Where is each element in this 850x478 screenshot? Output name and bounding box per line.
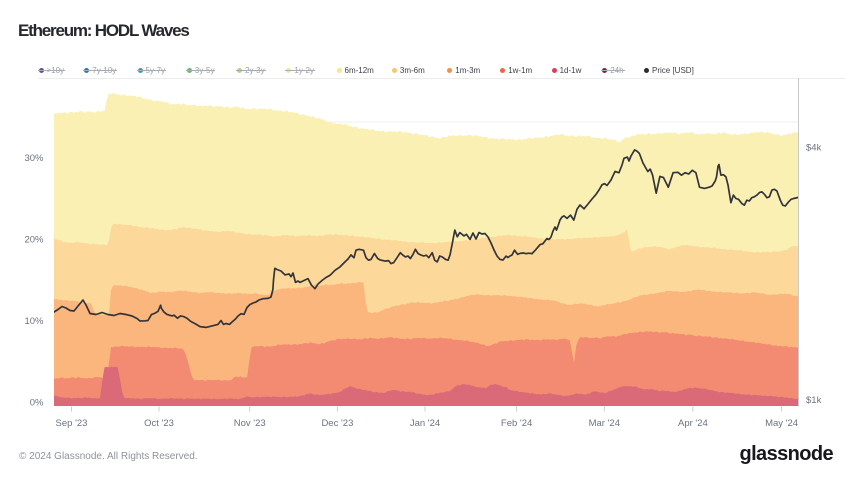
svg-text:Oct '23: Oct '23 xyxy=(144,418,174,429)
svg-text:10%: 10% xyxy=(24,316,44,327)
svg-text:Nov '23: Nov '23 xyxy=(234,418,266,429)
svg-text:20%: 20% xyxy=(24,235,44,246)
svg-text:$1k: $1k xyxy=(806,395,822,406)
svg-text:Jan '24: Jan '24 xyxy=(410,418,440,429)
svg-text:Dec '23: Dec '23 xyxy=(321,418,353,429)
svg-text:$4k: $4k xyxy=(806,143,822,154)
svg-text:Sep '23: Sep '23 xyxy=(56,418,88,429)
svg-text:0%: 0% xyxy=(30,398,44,409)
svg-text:Apr '24: Apr '24 xyxy=(678,418,708,429)
svg-text:Feb '24: Feb '24 xyxy=(501,418,532,429)
svg-text:30%: 30% xyxy=(24,153,44,164)
svg-text:Mar '24: Mar '24 xyxy=(589,418,620,429)
svg-text:May '24: May '24 xyxy=(765,418,798,429)
